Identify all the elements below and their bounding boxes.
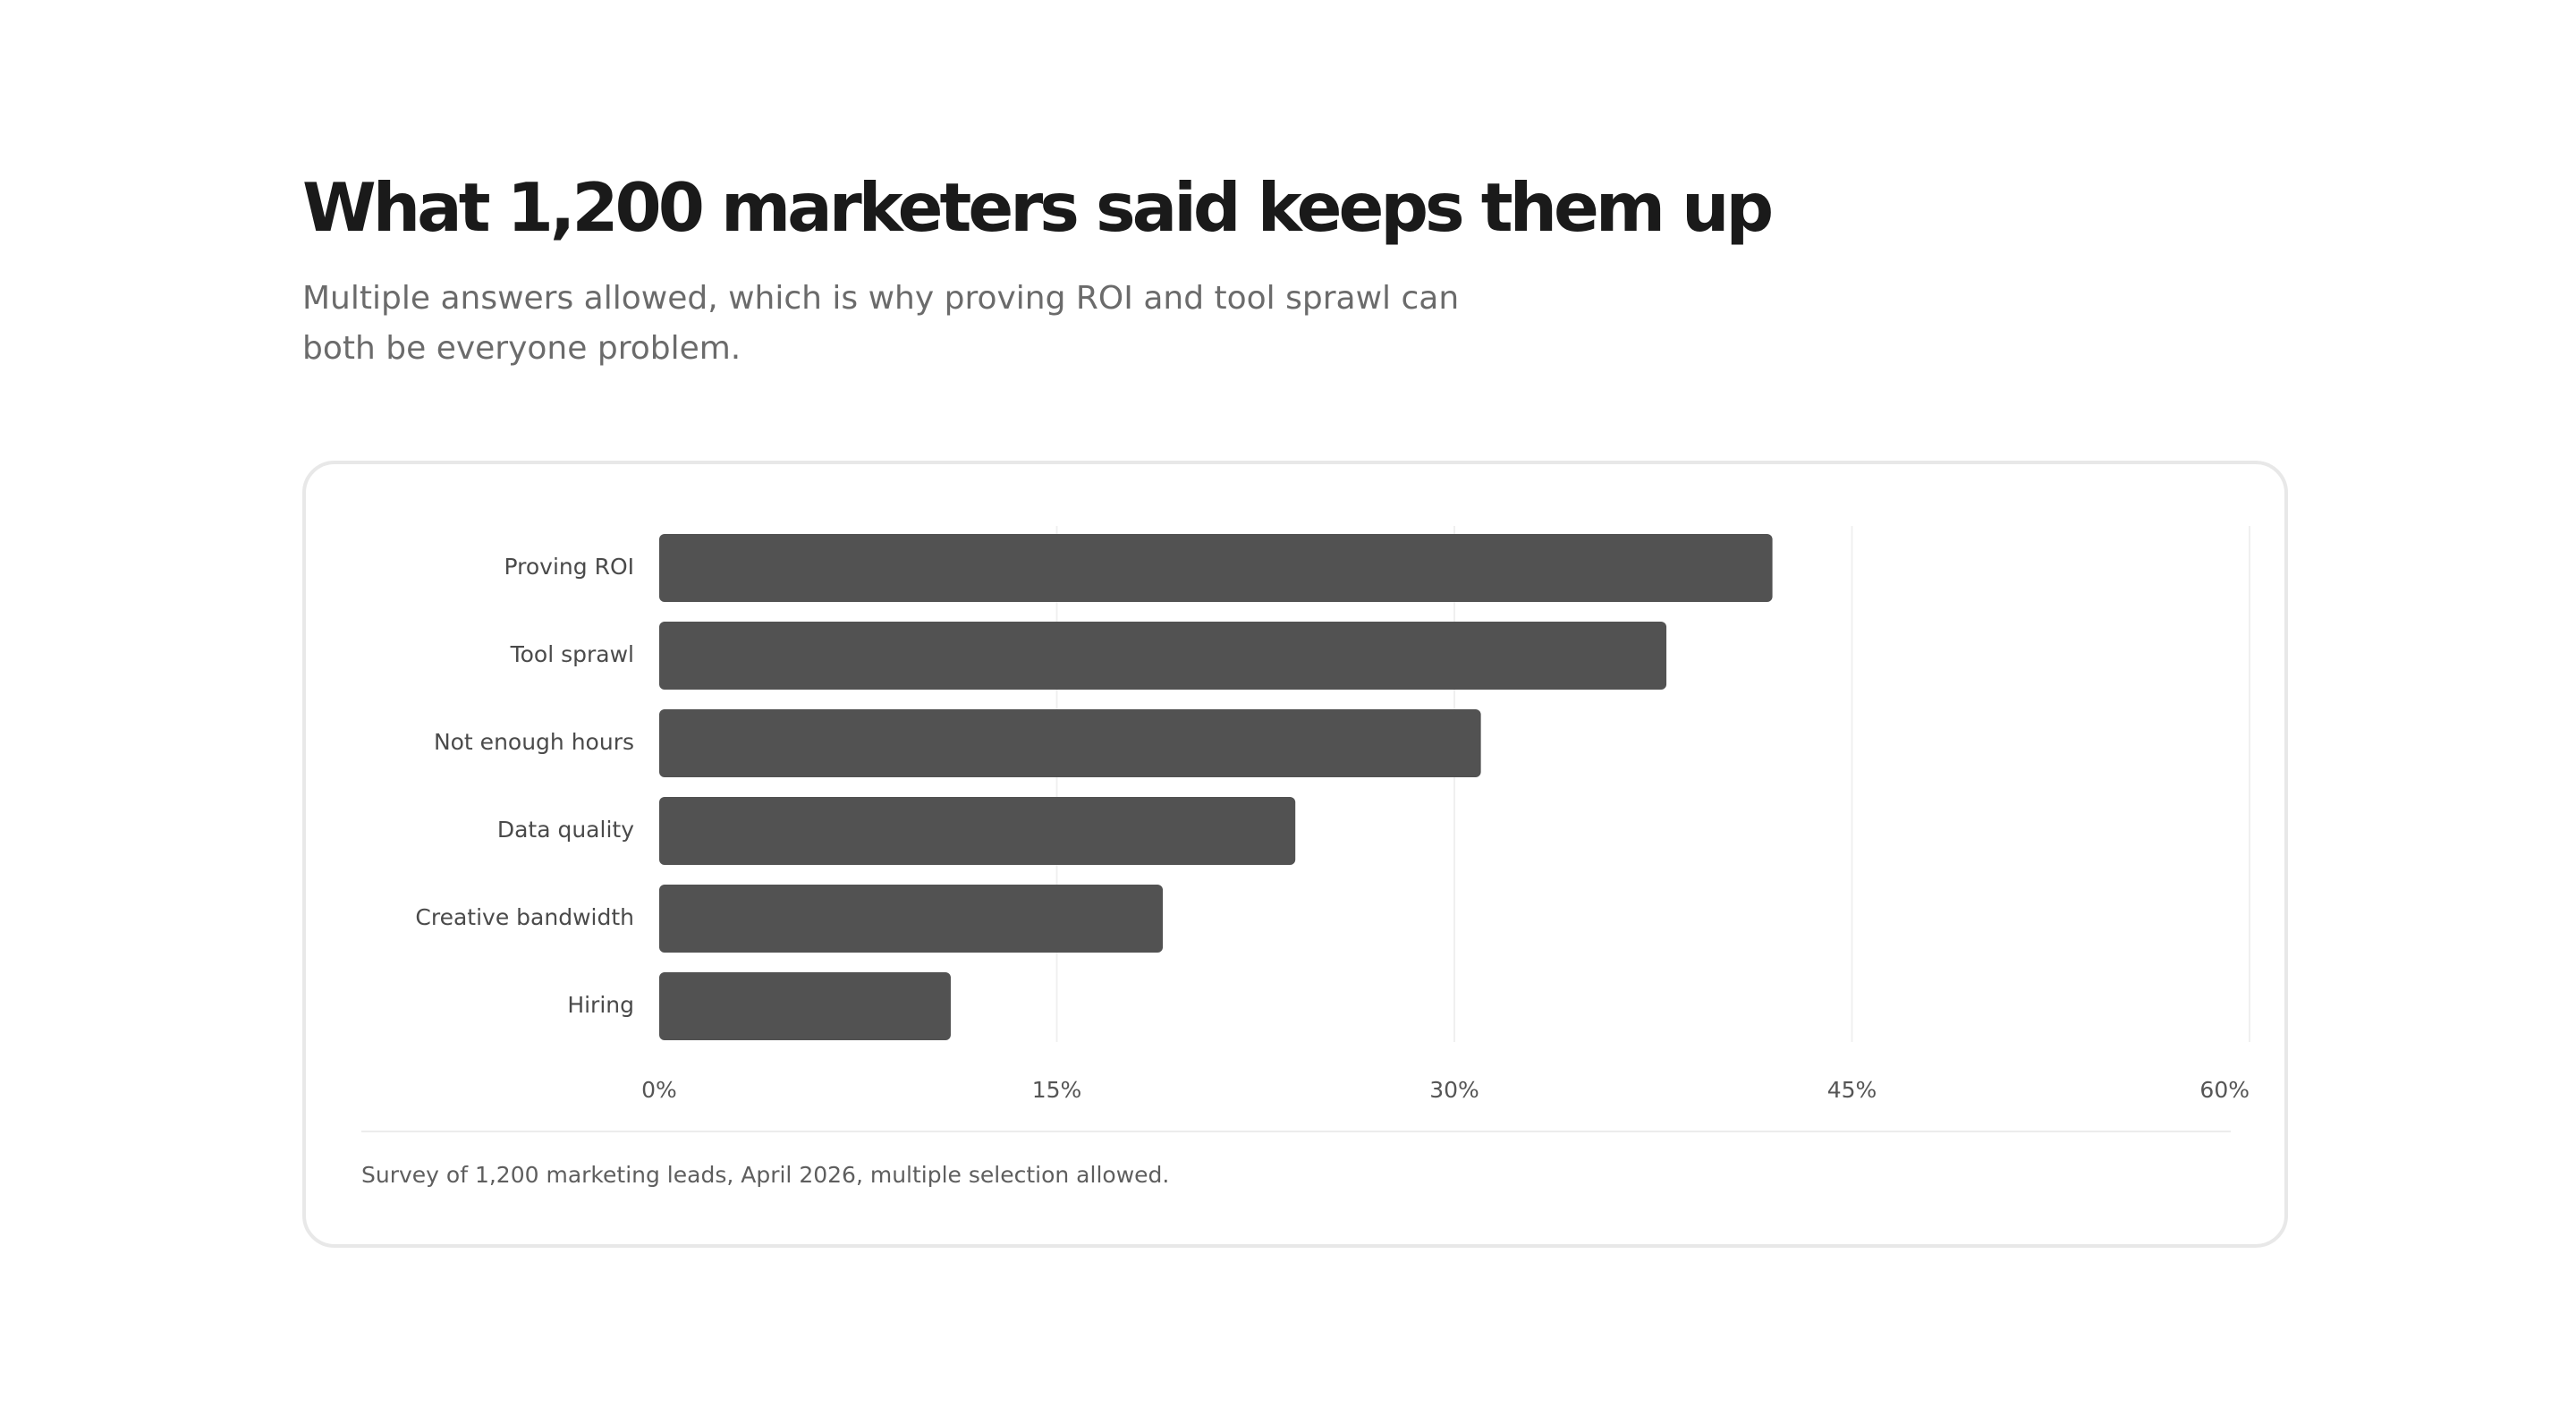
- x-tick-label-2: 30%: [1429, 1077, 1479, 1103]
- bars: [659, 534, 1773, 1040]
- bar-3: [659, 797, 1296, 865]
- chart-divider: [361, 1131, 2231, 1132]
- bar-5: [659, 972, 951, 1040]
- bar-0: [659, 534, 1773, 602]
- category-label-1: Tool sprawl: [510, 641, 634, 667]
- category-label-3: Data quality: [497, 817, 634, 843]
- source-note: Survey of 1,200 marketing leads, April 2…: [361, 1162, 1170, 1188]
- category-label-5: Hiring: [567, 992, 634, 1018]
- bar-4: [659, 885, 1164, 953]
- x-tick-label-4: 60%: [2199, 1077, 2250, 1103]
- grid-lines: [1055, 526, 2250, 1042]
- category-label-4: Creative bandwidth: [415, 904, 634, 930]
- x-tick-label-0: 0%: [641, 1077, 677, 1103]
- bar-2: [659, 709, 1481, 777]
- bar-1: [659, 622, 1667, 690]
- x-tick-label-3: 45%: [1827, 1077, 1877, 1103]
- category-label-2: Not enough hours: [434, 729, 634, 755]
- category-label-0: Proving ROI: [504, 554, 634, 580]
- x-axis-ticks: 0% 15% 30% 45% 60%: [641, 1077, 2250, 1103]
- x-tick-label-1: 15%: [1032, 1077, 1082, 1103]
- category-labels: Proving ROI Tool sprawl Not enough hours Da…: [415, 554, 634, 1018]
- page-title: What 1,200 marketers said keeps them up: [302, 168, 1774, 247]
- page-subtitle: Multiple answers allowed, which is why p…: [302, 280, 1460, 367]
